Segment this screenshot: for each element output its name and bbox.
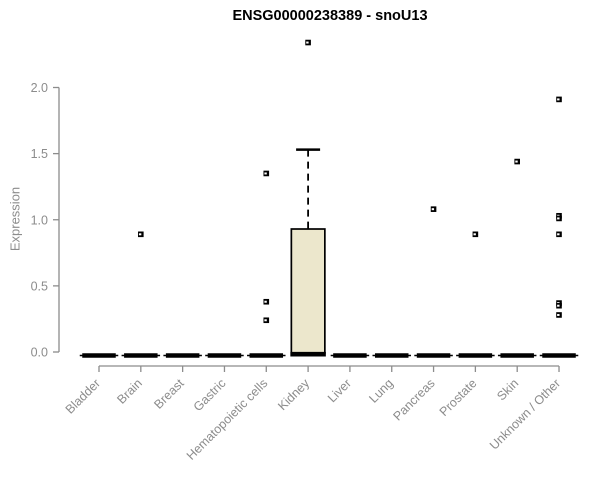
outlier-point-center	[557, 217, 560, 220]
x-axis-label: Hematopoietic cells	[184, 376, 271, 463]
x-axis-label: Skin	[494, 376, 521, 403]
y-tick-label: 0.0	[31, 346, 48, 360]
outlier-point-center	[557, 313, 560, 316]
x-axis-label: Prostate	[437, 376, 480, 419]
x-axis-label: Unknown / Other	[487, 376, 563, 452]
box-rect	[290, 228, 326, 354]
outlier-point-center	[557, 304, 560, 307]
outlier-point-center	[473, 233, 476, 236]
x-axis-label: Bladder	[63, 376, 103, 416]
chart-title: ENSG00000238389 - snoU13	[232, 8, 428, 24]
outlier-point-center	[306, 41, 309, 44]
outlier-point-center	[264, 319, 267, 322]
x-axis-label: Liver	[325, 376, 354, 405]
x-axis-label: Pancreas	[390, 376, 437, 423]
outlier-point-center	[557, 98, 560, 101]
y-tick-label: 2.0	[31, 81, 48, 95]
y-tick-label: 0.5	[31, 279, 48, 293]
x-axis-label: Breast	[151, 376, 187, 412]
x-axis-label: Kidney	[275, 376, 312, 413]
outlier-point-center	[264, 172, 267, 175]
outlier-point-center	[138, 233, 142, 236]
y-tick-label: 1.5	[31, 147, 48, 161]
x-axis-label: Lung	[366, 376, 396, 406]
y-tick-label: 1.0	[31, 213, 48, 227]
outlier-point-center	[515, 160, 518, 163]
outlier-point-center	[264, 300, 267, 303]
x-axis-label: Gastric	[191, 376, 229, 414]
x-axis-label: Brain	[114, 376, 145, 407]
outlier-point-center	[431, 208, 435, 211]
outlier-point-center	[557, 233, 560, 236]
